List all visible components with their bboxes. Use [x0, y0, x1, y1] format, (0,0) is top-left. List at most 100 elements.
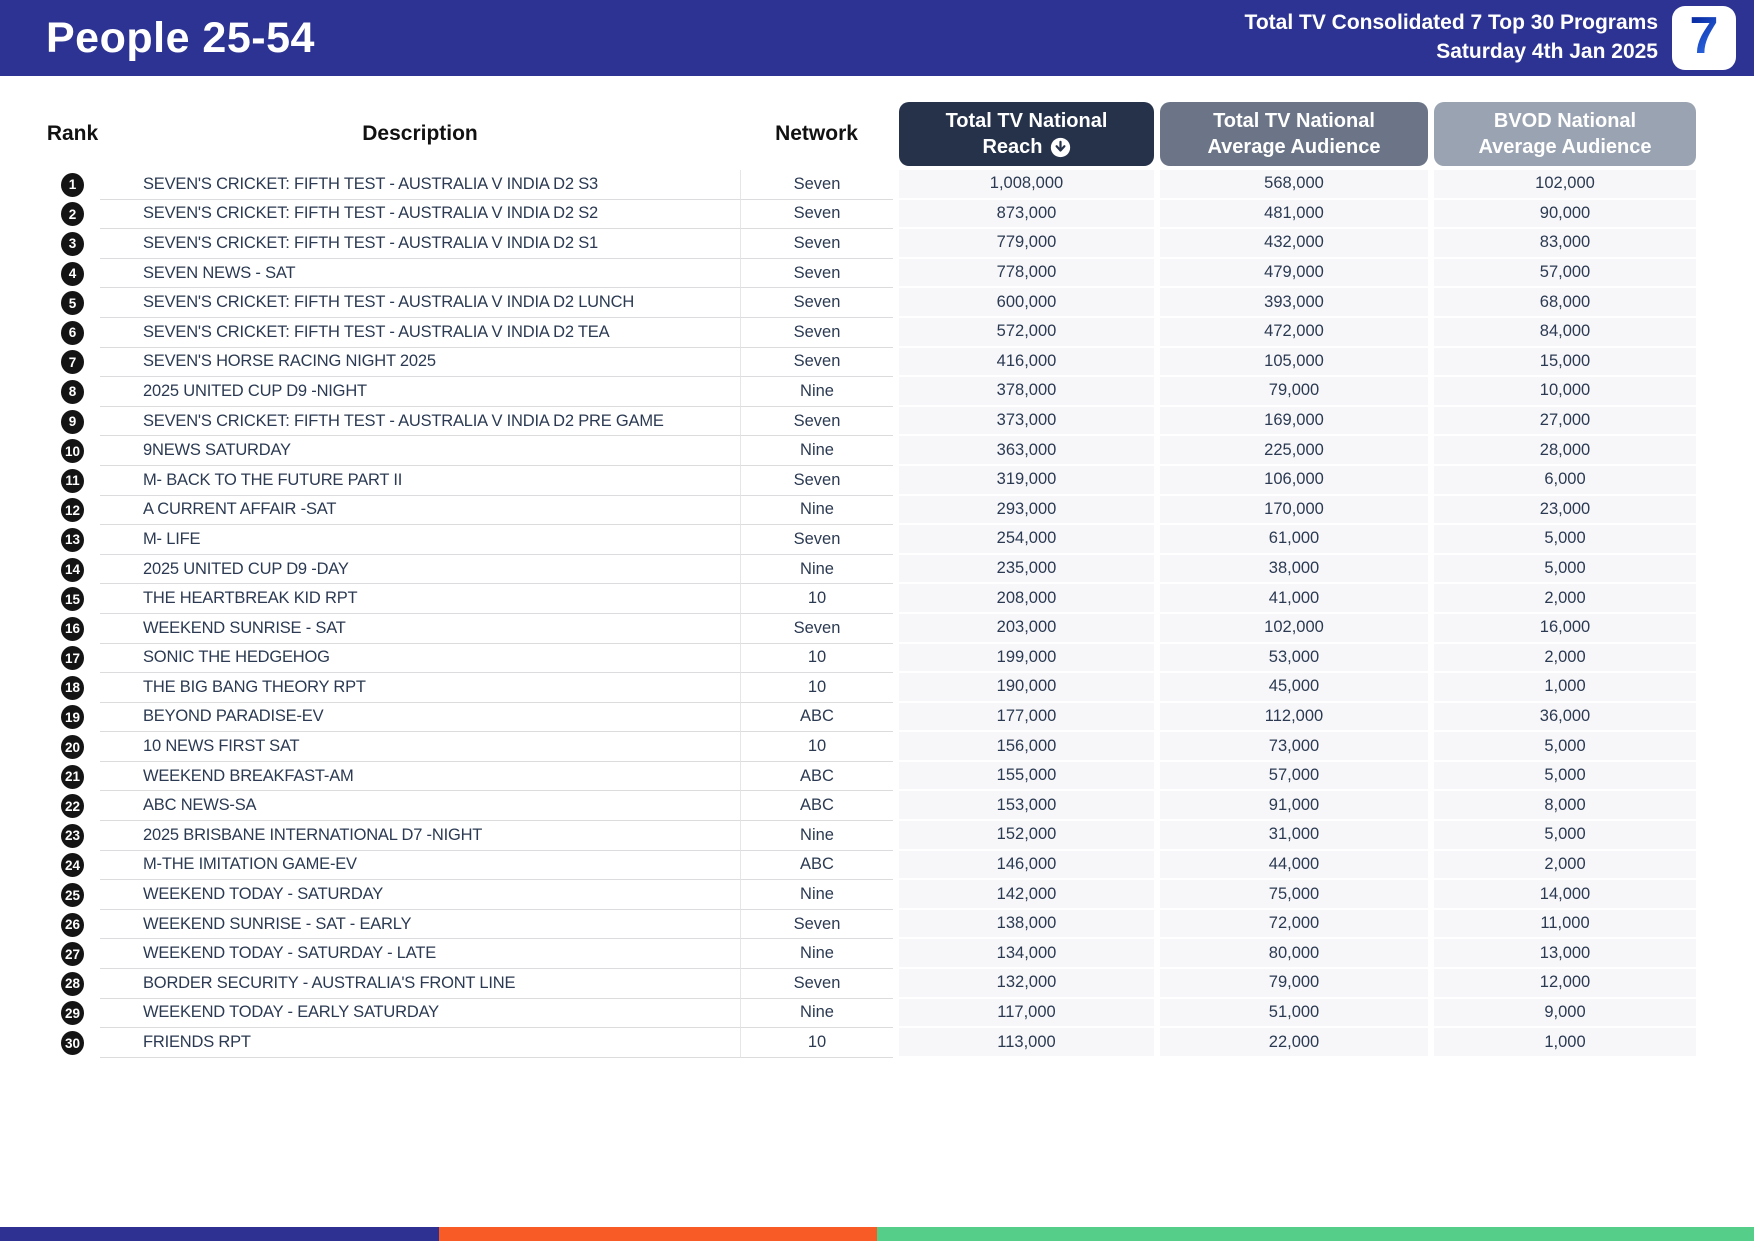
avg-header-line2: Average Audience	[1207, 136, 1381, 158]
table-row: 21 WEEKEND BREAKFAST-AM ABC 155,000 57,0…	[45, 761, 1754, 792]
avg-audience-cell: 80,000	[1160, 939, 1428, 970]
description-cell: SEVEN'S CRICKET: FIFTH TEST - AUSTRALIA …	[100, 170, 740, 200]
footer-segment-blue	[0, 1227, 439, 1241]
network-cell: 10	[740, 643, 893, 674]
column-gap	[1154, 613, 1160, 644]
description-cell: SEVEN'S HORSE RACING NIGHT 2025	[100, 348, 740, 378]
column-gap	[1428, 821, 1434, 851]
table-row: 16 WEEKEND SUNRISE - SAT Seven 203,000 1…	[45, 613, 1754, 644]
column-gap	[1154, 554, 1160, 585]
description-cell: SEVEN'S CRICKET: FIFTH TEST - AUSTRALIA …	[100, 229, 740, 259]
column-gap	[1154, 880, 1160, 910]
column-gap	[893, 1028, 899, 1058]
column-gap	[1154, 584, 1160, 614]
table-body: 1 SEVEN'S CRICKET: FIFTH TEST - AUSTRALI…	[45, 170, 1754, 1058]
avg-audience-cell: 106,000	[1160, 465, 1428, 496]
column-gap	[893, 761, 899, 792]
rank-badge: 7	[61, 350, 84, 375]
ratings-table: Rank Description Network Total TV Nation…	[45, 98, 1754, 1058]
network-cell: Seven	[740, 347, 893, 378]
reach-cell: 1,008,000	[899, 170, 1154, 200]
network-cell: Nine	[740, 436, 893, 466]
column-gap	[1154, 909, 1160, 940]
network-cell: Nine	[740, 821, 893, 851]
rank-badge: 15	[61, 587, 84, 612]
reach-cell: 235,000	[899, 554, 1154, 585]
column-gap	[1154, 1028, 1160, 1058]
column-gap	[1428, 288, 1434, 318]
network-cell: Seven	[740, 525, 893, 555]
rank-cell: 10	[45, 436, 100, 466]
description-cell: ABC NEWS-SA	[100, 791, 740, 822]
column-gap	[1428, 880, 1434, 910]
bvod-audience-cell: 23,000	[1434, 495, 1696, 526]
column-gap	[893, 377, 899, 407]
column-gap	[893, 969, 899, 999]
table-row: 14 2025 UNITED CUP D9 -DAY Nine 235,000 …	[45, 554, 1754, 585]
seven-logo-glyph: 7	[1689, 7, 1719, 65]
description-cell: SEVEN'S CRICKET: FIFTH TEST - AUSTRALIA …	[100, 318, 740, 348]
rank-badge: 19	[61, 705, 84, 730]
reach-cell: 779,000	[899, 229, 1154, 259]
network-cell: Nine	[740, 939, 893, 970]
network-cell: ABC	[740, 702, 893, 733]
column-gap	[1428, 1028, 1434, 1058]
rank-badge: 11	[61, 468, 84, 493]
column-gap	[1428, 909, 1434, 940]
network-cell: Seven	[740, 909, 893, 940]
bvod-audience-cell: 57,000	[1434, 258, 1696, 289]
description-cell: BEYOND PARADISE-EV	[100, 703, 740, 733]
column-gap	[893, 525, 899, 555]
column-gap	[893, 465, 899, 496]
rank-badge: 13	[61, 527, 84, 552]
reach-header-line1: Total TV National	[945, 109, 1108, 132]
network-cell: ABC	[740, 791, 893, 822]
network-cell: ABC	[740, 761, 893, 792]
network-cell: Nine	[740, 377, 893, 407]
column-gap	[893, 98, 899, 170]
table-row: 8 2025 UNITED CUP D9 -NIGHT Nine 378,000…	[45, 377, 1754, 407]
avg-audience-cell: 22,000	[1160, 1028, 1428, 1058]
table-row: 29 WEEKEND TODAY - EARLY SATURDAY Nine 1…	[45, 998, 1754, 1029]
column-gap	[1428, 613, 1434, 644]
description-cell: SEVEN NEWS - SAT	[100, 259, 740, 289]
column-gap	[1154, 525, 1160, 555]
report-subtitle-line1: Total TV Consolidated 7 Top 30 Programs	[1244, 11, 1658, 35]
column-gap	[1428, 98, 1434, 170]
network-cell: Nine	[740, 998, 893, 1029]
column-gap	[1154, 821, 1160, 851]
network-cell: Seven	[740, 406, 893, 437]
reach-column-header[interactable]: Total TV National Reach	[899, 102, 1154, 166]
column-gap	[893, 643, 899, 674]
rank-cell: 4	[45, 259, 100, 289]
footer-segment-green	[877, 1227, 1754, 1241]
bvod-column-header[interactable]: BVOD National Average Audience	[1434, 102, 1696, 166]
column-gap	[1154, 199, 1160, 230]
table-row: 12 A CURRENT AFFAIR -SAT Nine 293,000 17…	[45, 495, 1754, 526]
header-right: Total TV Consolidated 7 Top 30 Programs …	[1245, 6, 1754, 70]
column-gap	[1428, 436, 1434, 466]
description-cell: WEEKEND TODAY - SATURDAY	[100, 880, 740, 910]
reach-cell: 190,000	[899, 673, 1154, 703]
column-gap	[1154, 170, 1160, 200]
avg-audience-cell: 44,000	[1160, 850, 1428, 881]
column-gap	[1154, 702, 1160, 733]
rank-cell: 17	[45, 644, 100, 674]
reach-cell: 600,000	[899, 288, 1154, 318]
column-gap	[1428, 229, 1434, 259]
avg-audience-column-header[interactable]: Total TV National Average Audience	[1160, 102, 1428, 166]
column-gap	[1428, 850, 1434, 881]
reach-cell: 254,000	[899, 525, 1154, 555]
network-cell: Seven	[740, 317, 893, 348]
column-gap	[1428, 643, 1434, 674]
description-cell: WEEKEND SUNRISE - SAT	[100, 614, 740, 644]
sort-descending-icon	[1050, 137, 1071, 158]
column-gap	[1428, 406, 1434, 437]
column-gap	[1428, 525, 1434, 555]
table-row: 2 SEVEN'S CRICKET: FIFTH TEST - AUSTRALI…	[45, 199, 1754, 230]
description-cell: 9NEWS SATURDAY	[100, 436, 740, 466]
rank-cell: 13	[45, 525, 100, 555]
column-gap	[1154, 406, 1160, 437]
description-cell: SEVEN'S CRICKET: FIFTH TEST - AUSTRALIA …	[100, 407, 740, 437]
description-cell: SEVEN'S CRICKET: FIFTH TEST - AUSTRALIA …	[100, 200, 740, 230]
